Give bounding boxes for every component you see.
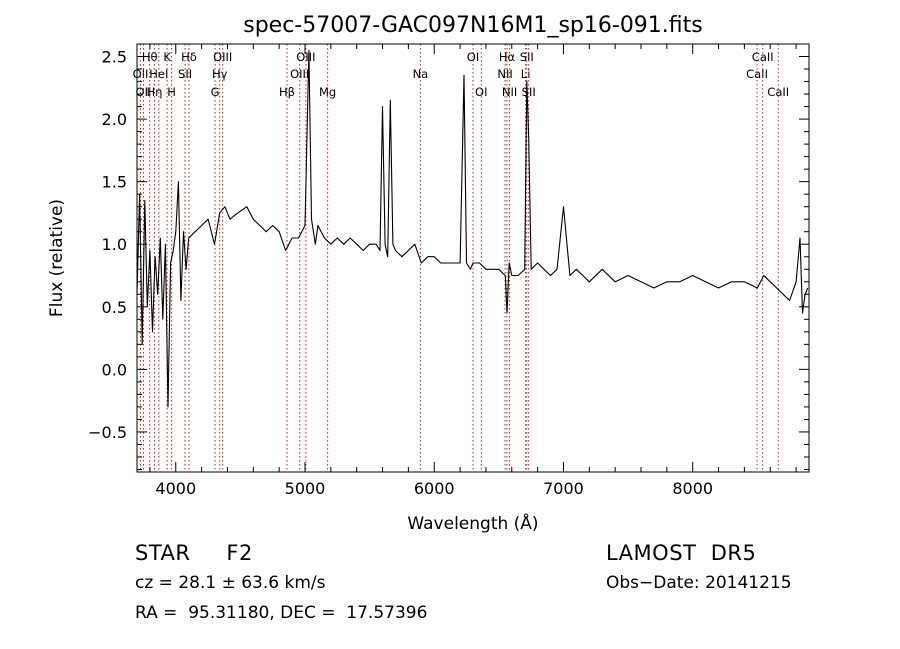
line-marker-label: K: [163, 50, 171, 64]
line-marker-label: CaII: [752, 50, 774, 64]
spectrum-chart: spec-57007-GAC097N16M1_sp16-091.fits OII O…: [47, 13, 810, 534]
spectrum-line: [136, 49, 809, 408]
x-tick-label: 7000: [543, 479, 584, 498]
plot-frame: [136, 43, 810, 473]
y-tick-label: 0.5: [102, 298, 127, 317]
line-marker-label: CaII: [767, 85, 789, 99]
x-axis-label: Wavelength (Å): [407, 512, 538, 534]
line-marker-label: Hη: [146, 85, 162, 99]
x-tick-label: 5000: [285, 479, 326, 498]
chart-title: spec-57007-GAC097N16M1_sp16-091.fits: [243, 13, 703, 38]
y-tick-label: 1.5: [102, 173, 127, 192]
line-marker-label: SII: [520, 50, 534, 64]
line-marker-label: G: [211, 85, 220, 99]
line-marker-label: Hδ: [181, 50, 197, 64]
y-tick-label: 1.0: [102, 235, 127, 254]
line-marker-label: Li: [521, 67, 531, 81]
object-class: STAR F2: [135, 541, 253, 565]
line-marker-label: H: [167, 85, 176, 99]
line-marker-label: OIII: [296, 50, 315, 64]
line-marker-label: Mg: [319, 85, 336, 99]
line-marker-label: OIII: [290, 67, 309, 81]
line-marker-label: SII: [178, 67, 192, 81]
x-tick-label: 8000: [672, 479, 713, 498]
line-marker-label: NII: [502, 85, 517, 99]
coordinates: RA = 95.31180, DEC = 17.57396: [135, 603, 428, 623]
y-axis-label: Flux (relative): [47, 199, 67, 317]
line-marker-label: SII: [522, 85, 536, 99]
line-marker-label: OI: [475, 85, 487, 99]
survey-name: LAMOST DR5: [606, 541, 757, 565]
line-marker-label: Hα: [499, 50, 516, 64]
line-marker-label: Hθ: [142, 50, 158, 64]
line-marker-label: HeI: [149, 67, 168, 81]
y-tick-label: 0.0: [102, 360, 127, 379]
line-marker-label: CaII: [746, 67, 768, 81]
y-tick-label: 2.0: [102, 110, 127, 129]
y-tick-label: −0.5: [88, 423, 127, 442]
redshift-velocity: cz = 28.1 ± 63.6 km/s: [135, 573, 326, 593]
y-tick-label: 2.5: [102, 48, 127, 67]
x-tick-label: 4000: [155, 479, 196, 498]
line-marker-label: NII: [497, 67, 512, 81]
line-marker-label: OIII: [213, 50, 232, 64]
observation-date: Obs−Date: 20141215: [606, 573, 792, 593]
line-marker-label: Hγ: [212, 67, 228, 81]
line-marker-label: OI: [467, 50, 479, 64]
line-marker-label: OII: [136, 85, 152, 99]
x-tick-label: 6000: [414, 479, 455, 498]
line-marker-label: Na: [413, 67, 429, 81]
line-marker-label: Hβ: [279, 85, 295, 99]
